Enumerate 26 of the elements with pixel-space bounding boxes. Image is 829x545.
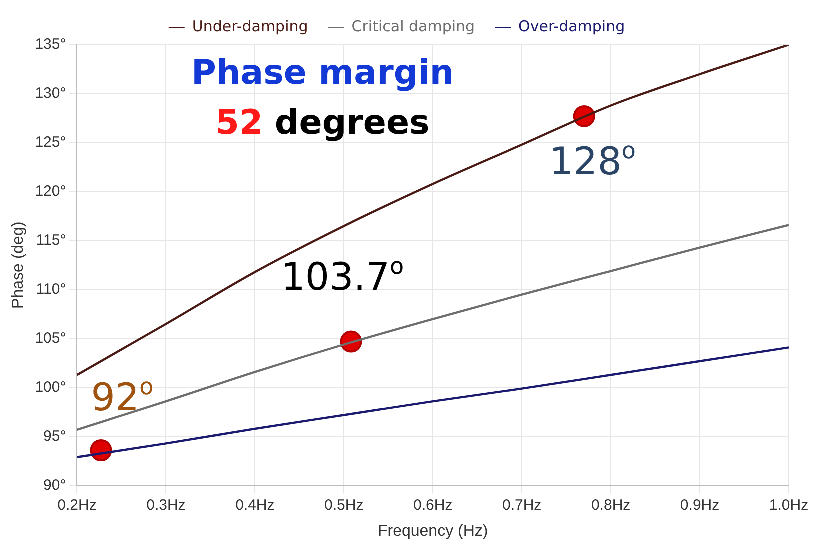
x-tick-label: 0.6Hz — [414, 496, 453, 514]
y-tick-label: 110° — [36, 281, 66, 298]
x-tick-label: 0.7Hz — [502, 496, 542, 514]
x-tick-label: 0.2Hz — [58, 496, 97, 514]
legend-label: Under-damping — [192, 17, 308, 36]
x-tick-label: 0.5Hz — [324, 496, 364, 514]
y-tick-label: 100° — [35, 378, 66, 396]
y-tick-label: 120° — [35, 183, 66, 200]
y-tick-label: 95° — [44, 428, 66, 445]
y-tick-label: 130° — [35, 85, 66, 102]
x-tick-label: 0.3Hz — [146, 496, 186, 514]
x-tick-label: 0.4Hz — [236, 496, 275, 514]
annotation: Phase margin — [192, 52, 454, 93]
annotation: 52 degrees — [216, 102, 430, 143]
x-axis-title: Frequency (Hz) — [378, 522, 488, 540]
x-tick-label: 1.0Hz — [769, 496, 809, 514]
y-axis-title: Phase (deg) — [10, 222, 28, 309]
y-tick-label: 105° — [35, 330, 66, 348]
y-tick-label: 90° — [44, 476, 66, 494]
x-tick-label: 0.9Hz — [680, 496, 720, 514]
y-tick-label: 115° — [36, 232, 66, 250]
legend-label: Over-damping — [518, 17, 626, 36]
y-tick-label: 125° — [35, 134, 66, 152]
legend-label: Critical damping — [352, 17, 476, 36]
x-tick-label: 0.8Hz — [591, 496, 631, 514]
y-tick-label: 135° — [35, 36, 66, 54]
